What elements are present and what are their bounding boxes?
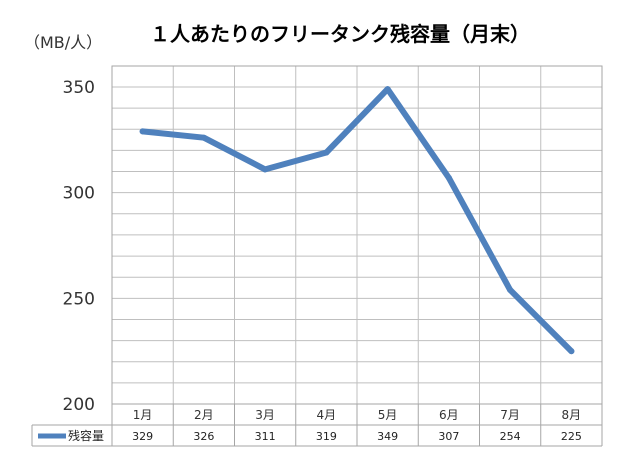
data-point [445,174,452,181]
y-tick-label: 200 [63,395,95,415]
table-value-cell: 254 [500,430,521,443]
x-tick-label: 6月 [439,408,459,422]
data-point [568,348,575,355]
table-value-cell: 349 [377,430,398,443]
table-value-cell: 225 [561,430,582,443]
y-axis: 200 250 300 350 [63,78,95,415]
data-point [200,134,207,141]
table-value-cell: 326 [193,430,214,443]
x-tick-label: 1月 [133,408,153,422]
y-tick-label: 300 [63,184,95,204]
table-value-cell: 307 [438,430,459,443]
table-value-cell: 329 [132,430,153,443]
data-point [323,149,330,156]
y-tick-label: 350 [63,78,95,98]
data-point [139,128,146,135]
x-tick-label: 7月 [500,408,520,422]
data-point [384,86,391,93]
series-layer [139,86,575,355]
data-point [262,166,269,173]
plot-grid [111,65,603,405]
chart-title: １人あたりのフリータンク残容量（月末） [150,22,530,46]
series-line [139,86,575,355]
legend-label: 残容量 [68,428,104,443]
y-tick-label: 250 [63,289,95,309]
table-value-cell: 311 [255,430,276,443]
x-tick-label: 3月 [255,408,275,422]
y-unit-label: （MB/人） [24,33,102,52]
x-tick-label: 2月 [194,408,214,422]
x-tick-label: 5月 [378,408,398,422]
data-point [507,286,514,293]
table-value-cell: 319 [316,430,337,443]
x-tick-label: 4月 [317,408,337,422]
data-table: 1月 2月 3月 4月 5月 6月 7月 8月 329 326 311 319 349 307 254 225… [31,404,603,447]
x-tick-label: 8月 [562,408,582,422]
